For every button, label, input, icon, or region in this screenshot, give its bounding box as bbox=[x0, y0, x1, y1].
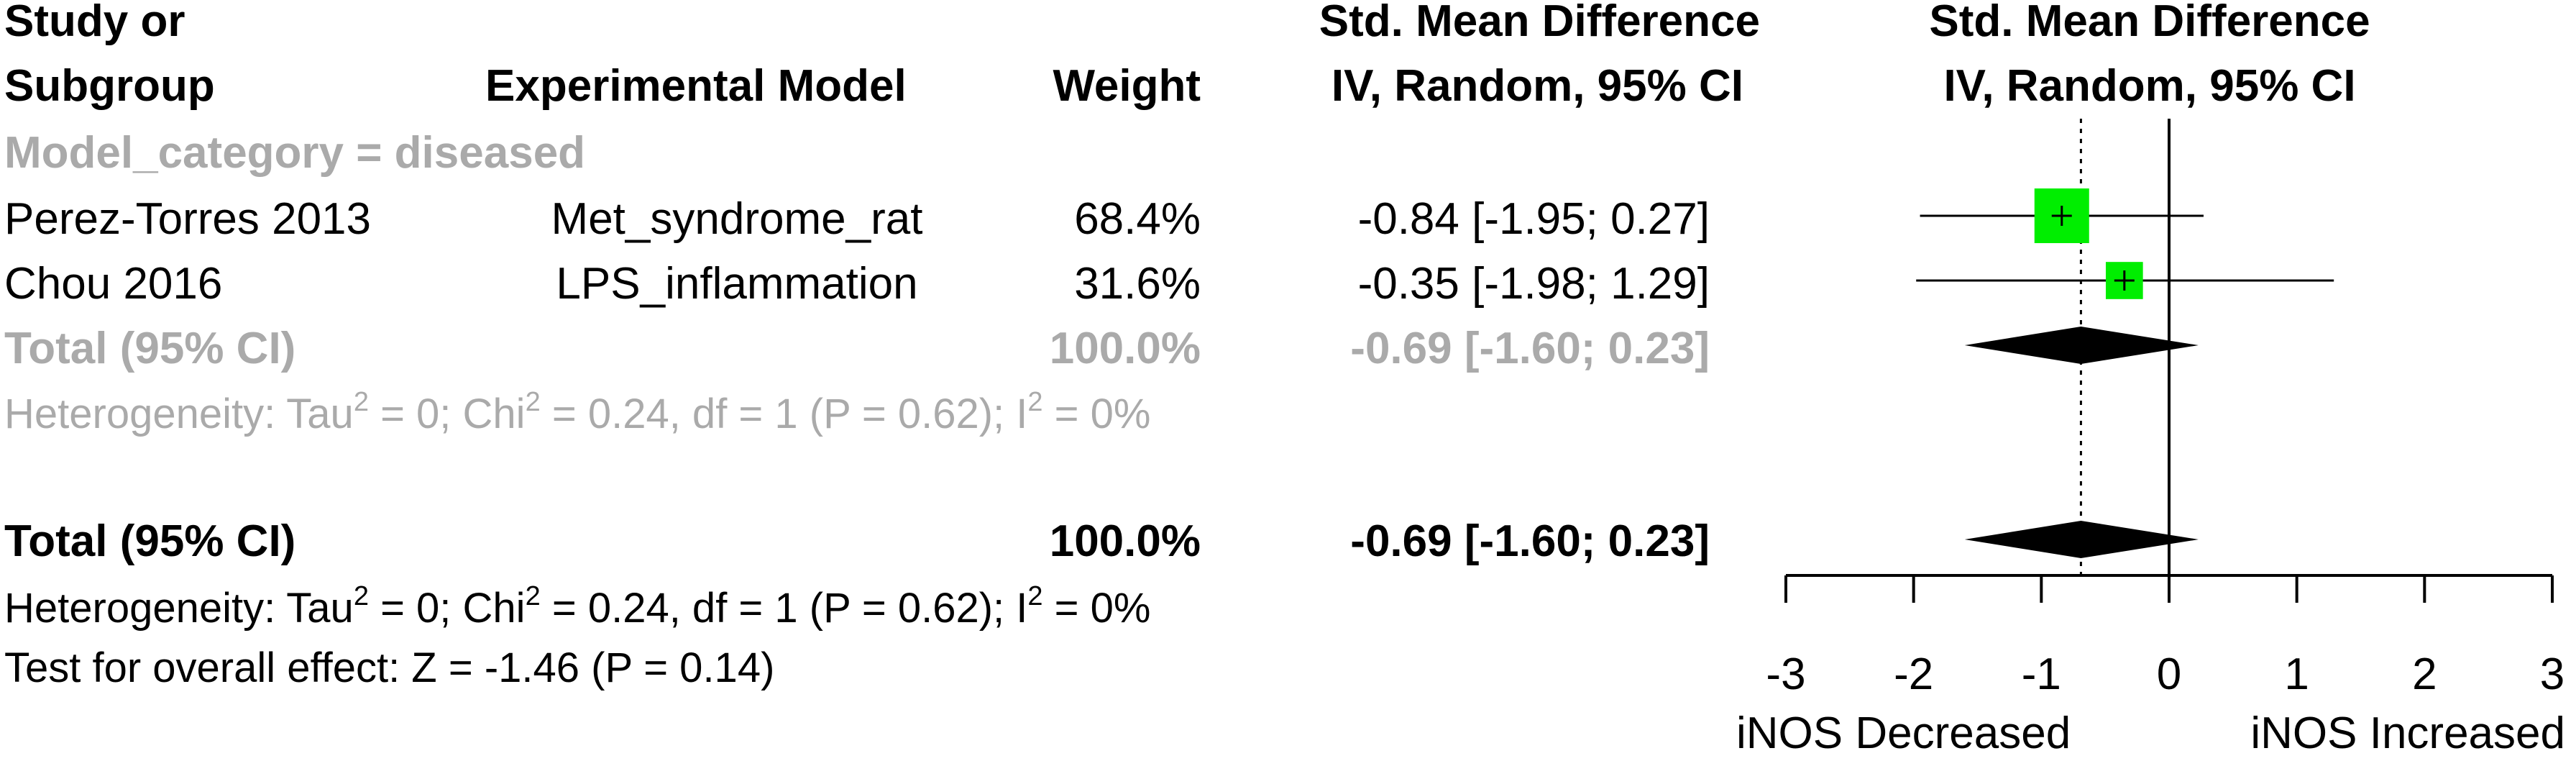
pooled-diamond bbox=[1964, 521, 2199, 558]
study-ci: -0.84 [-1.95; 0.27] bbox=[1358, 194, 1710, 244]
x-axis-label-right: iNOS Increased bbox=[2250, 708, 2565, 758]
header-effect-line2: IV, Random, 95% CI bbox=[1331, 61, 1743, 111]
header-study-line2: Subgroup bbox=[4, 61, 215, 111]
header-plot-line2: IV, Random, 95% CI bbox=[1943, 61, 2355, 111]
x-tick-label: 2 bbox=[2412, 650, 2437, 699]
header-model: Experimental Model bbox=[485, 61, 907, 111]
pooled-diamond bbox=[1964, 327, 2199, 364]
study-weight: 31.6% bbox=[1074, 259, 1201, 309]
subgroup-label: Model_category = diseased bbox=[4, 128, 585, 178]
study-weight: 68.4% bbox=[1074, 194, 1201, 244]
header-effect-line1: Std. Mean Difference bbox=[1319, 0, 1760, 46]
x-tick-label: 0 bbox=[2157, 650, 2181, 699]
subgroup-heterogeneity: Heterogeneity: Tau2 = 0; Chi2 = 0.24, df… bbox=[4, 387, 1150, 437]
header-study-line1: Study or bbox=[4, 0, 185, 46]
subgroup-total-ci: -0.69 [-1.60; 0.23] bbox=[1350, 324, 1710, 373]
x-tick-label: -1 bbox=[2022, 650, 2061, 699]
x-axis-label-left: iNOS Decreased bbox=[1736, 708, 2071, 758]
study-model: Met_syndrome_rat bbox=[551, 194, 923, 244]
x-tick-label: 1 bbox=[2284, 650, 2309, 699]
overall-effect-test: Test for overall effect: Z = -1.46 (P = … bbox=[4, 644, 774, 691]
header-plot-line1: Std. Mean Difference bbox=[1929, 0, 2370, 46]
x-tick-label: -3 bbox=[1766, 650, 1805, 699]
overall-total-weight: 100.0% bbox=[1050, 516, 1201, 566]
subgroup-total-label: Total (95% CI) bbox=[4, 324, 295, 373]
overall-heterogeneity: Heterogeneity: Tau2 = 0; Chi2 = 0.24, df… bbox=[4, 581, 1150, 632]
overall-total-label: Total (95% CI) bbox=[4, 516, 295, 566]
plot-area: -3 -2 -1 0 1 2 3 iNOS Decreased iNOS Increased bbox=[1736, 119, 2565, 758]
study-ci: -0.35 [-1.98; 1.29] bbox=[1358, 259, 1710, 309]
subgroup-total-weight: 100.0% bbox=[1050, 324, 1201, 373]
header-weight: Weight bbox=[1053, 61, 1201, 111]
overall-total-ci: -0.69 [-1.60; 0.23] bbox=[1350, 516, 1710, 566]
x-tick-label: -2 bbox=[1894, 650, 1933, 699]
study-name: Chou 2016 bbox=[4, 259, 222, 309]
x-tick-label: 3 bbox=[2540, 650, 2564, 699]
study-model: LPS_inflammation bbox=[556, 259, 917, 309]
study-name: Perez-Torres 2013 bbox=[4, 194, 371, 244]
